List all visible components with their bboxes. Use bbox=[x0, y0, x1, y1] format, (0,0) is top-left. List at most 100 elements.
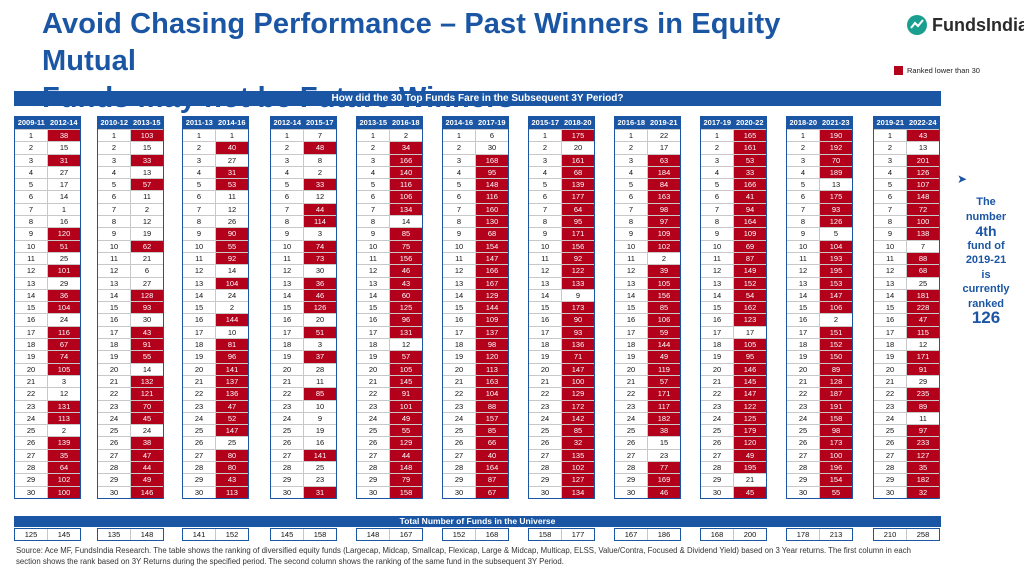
table-row: 22 171 bbox=[615, 387, 680, 400]
rank-cell: 17 bbox=[15, 326, 48, 339]
subsequent-rank-cell: 101 bbox=[48, 265, 80, 277]
period-header: 2010-12 bbox=[100, 118, 129, 127]
rank-cell: 15 bbox=[529, 302, 562, 314]
table-header: 2013-15 2016-18 bbox=[357, 117, 422, 129]
table-row: 21 29 bbox=[874, 374, 939, 388]
table-row: 27 100 bbox=[787, 448, 852, 462]
rank-cell: 25 bbox=[183, 425, 216, 437]
subsequent-rank-cell: 141 bbox=[216, 363, 248, 375]
subsequent-period-header: 2015-17 bbox=[305, 118, 334, 127]
subsequent-rank-cell: 53 bbox=[734, 154, 766, 166]
table-row: 21 57 bbox=[615, 374, 680, 388]
total-banner: Total Number of Funds in the Universe bbox=[14, 516, 941, 527]
subsequent-rank-cell: 89 bbox=[820, 363, 852, 375]
subsequent-rank-cell: 13 bbox=[142, 167, 152, 177]
rank-cell: 7 bbox=[183, 203, 216, 216]
table-row: 10 102 bbox=[615, 239, 680, 252]
subsequent-rank-cell: 30 bbox=[315, 266, 325, 276]
rank-cell: 30 bbox=[98, 486, 131, 498]
subsequent-rank-cell: 162 bbox=[734, 302, 766, 314]
table-row: 24 49 bbox=[357, 411, 422, 425]
table-row: 5 33 bbox=[271, 178, 336, 191]
rank-cell: 3 bbox=[98, 154, 131, 166]
arrow-icon: ➤ bbox=[957, 172, 968, 186]
period-header: 2011-13 bbox=[185, 118, 213, 127]
rank-cell: 28 bbox=[15, 462, 48, 474]
rank-cell: 26 bbox=[98, 437, 131, 449]
subsequent-rank-cell: 92 bbox=[216, 252, 248, 265]
rank-cell: 25 bbox=[529, 425, 562, 437]
subsequent-rank-cell: 166 bbox=[476, 265, 508, 277]
table-row: 14 129 bbox=[443, 288, 508, 302]
rank-cell: 3 bbox=[183, 154, 216, 166]
rank-cell: 27 bbox=[98, 449, 131, 462]
subsequent-rank-cell: 32 bbox=[562, 437, 594, 449]
rank-cell: 18 bbox=[183, 339, 216, 351]
subsequent-rank-cell: 116 bbox=[48, 326, 80, 339]
subsequent-rank-cell: 45 bbox=[734, 486, 766, 498]
rank-cell: 28 bbox=[357, 462, 390, 474]
subsequent-rank-cell: 47 bbox=[216, 400, 248, 412]
table-row: 7 94 bbox=[701, 202, 766, 216]
rank-cell: 17 bbox=[443, 326, 476, 339]
table-row: 18 144 bbox=[615, 338, 680, 351]
table-row: 24 157 bbox=[443, 411, 508, 425]
subsequent-rank-cell: 93 bbox=[131, 302, 163, 314]
fund-count: 168 bbox=[485, 530, 499, 539]
table-row: 1 165 bbox=[701, 129, 766, 142]
rank-cell: 3 bbox=[529, 154, 562, 166]
rank-cell: 11 bbox=[98, 252, 131, 265]
table-row: 12 39 bbox=[615, 264, 680, 277]
subsequent-rank-cell: 24 bbox=[227, 290, 237, 300]
subsequent-rank-cell: 17 bbox=[745, 327, 755, 337]
table-row: 29 49 bbox=[98, 473, 163, 486]
rank-cell: 10 bbox=[15, 240, 48, 252]
table-row: 28 164 bbox=[443, 461, 508, 474]
rank-cell: 7 bbox=[615, 203, 648, 216]
table-row: 19 120 bbox=[443, 350, 508, 363]
subsequent-rank-cell: 103 bbox=[131, 130, 163, 142]
rank-cell: 13 bbox=[271, 277, 304, 289]
subsequent-rank-cell: 109 bbox=[734, 228, 766, 240]
table-row: 3 201 bbox=[874, 153, 939, 166]
table-row: 24 158 bbox=[787, 411, 852, 425]
rank-cell: 27 bbox=[15, 449, 48, 462]
table-row: 20 113 bbox=[443, 362, 508, 375]
subsequent-rank-cell: 20 bbox=[573, 143, 583, 153]
subsequent-rank-cell: 39 bbox=[648, 265, 680, 277]
fund-count: 158 bbox=[529, 529, 562, 540]
rank-cell: 5 bbox=[271, 179, 304, 191]
subsequent-rank-cell: 12 bbox=[142, 217, 152, 227]
rank-cell: 1 bbox=[357, 130, 390, 142]
table-row: 23 172 bbox=[529, 399, 594, 412]
rank-cell: 10 bbox=[529, 240, 562, 252]
rank-cell: 4 bbox=[529, 166, 562, 179]
table-row: 21 145 bbox=[357, 374, 422, 388]
rank-cell: 11 bbox=[529, 252, 562, 265]
table-row: 10 104 bbox=[787, 239, 852, 252]
table-row: 7 72 bbox=[874, 202, 939, 216]
table-row: 7 98 bbox=[615, 202, 680, 216]
table-row: 16 109 bbox=[443, 313, 508, 326]
fund-count: 258 bbox=[916, 530, 930, 539]
subsequent-rank-cell: 102 bbox=[48, 474, 80, 486]
table-row: 16 144 bbox=[183, 313, 248, 326]
subsequent-rank-cell: 31 bbox=[216, 166, 248, 179]
subsequent-rank-cell: 85 bbox=[562, 425, 594, 437]
table-row: 29 127 bbox=[529, 473, 594, 486]
table-row: 22 136 bbox=[183, 387, 248, 400]
fund-count: 167 bbox=[615, 529, 648, 540]
table-header: 2009-11 2012-14 bbox=[15, 117, 80, 129]
total-funds-cell: 148 167 bbox=[356, 528, 423, 541]
subsequent-rank-cell: 92 bbox=[562, 252, 594, 265]
fund-count: 141 bbox=[183, 529, 216, 540]
side-note-line: The bbox=[976, 196, 996, 208]
fund-count: 152 bbox=[443, 529, 476, 540]
subsequent-rank-cell: 152 bbox=[820, 339, 852, 351]
subsequent-rank-cell: 169 bbox=[648, 474, 680, 486]
subsequent-rank-cell: 32 bbox=[907, 486, 939, 498]
table-row: 17 59 bbox=[615, 325, 680, 339]
rank-cell: 28 bbox=[183, 462, 216, 474]
rank-cell: 20 bbox=[874, 363, 907, 375]
table-row: 24 125 bbox=[701, 411, 766, 425]
